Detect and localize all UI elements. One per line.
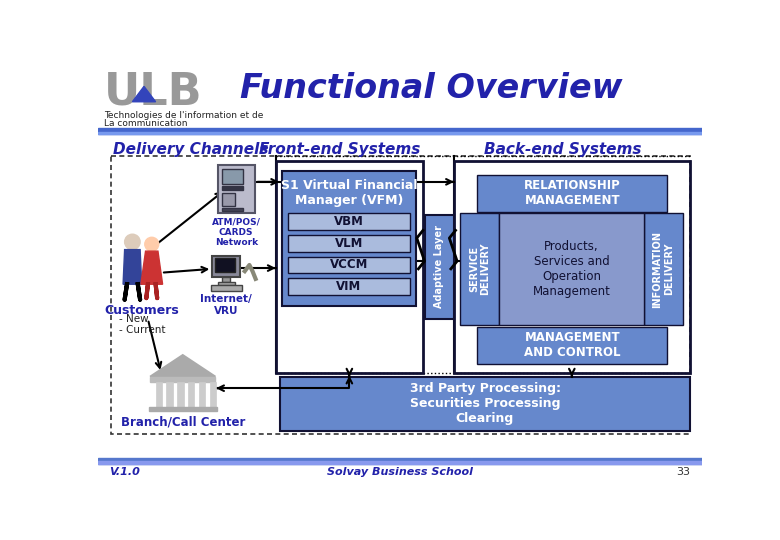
Text: Adaptive Layer: Adaptive Layer <box>434 225 445 308</box>
Bar <box>212 256 240 278</box>
Bar <box>156 382 161 407</box>
Bar <box>218 282 235 285</box>
Text: VBM: VBM <box>334 215 364 228</box>
Polygon shape <box>133 86 156 102</box>
Bar <box>477 327 667 363</box>
Text: VCCM: VCCM <box>330 259 368 272</box>
Bar <box>644 213 682 325</box>
Bar <box>288 235 410 252</box>
Text: V.1.0: V.1.0 <box>109 467 140 477</box>
Text: Technologies de l'information et de: Technologies de l'information et de <box>104 111 263 120</box>
Bar <box>199 382 205 407</box>
Bar <box>211 285 242 291</box>
Bar <box>454 161 690 373</box>
Bar <box>282 171 416 306</box>
Bar <box>424 215 454 319</box>
Text: 3rd Party Processing:
Securities Processing
Clearing: 3rd Party Processing: Securities Process… <box>410 382 561 425</box>
Text: 33: 33 <box>676 467 690 477</box>
Bar <box>222 278 230 282</box>
Bar <box>222 186 243 190</box>
Text: Products,
Services and
Operation
Management: Products, Services and Operation Managem… <box>533 240 610 298</box>
Bar <box>460 213 499 325</box>
Bar <box>149 407 217 411</box>
Bar <box>98 128 702 134</box>
Bar <box>288 256 410 273</box>
Bar <box>151 377 215 382</box>
Bar <box>222 208 243 211</box>
Bar <box>218 165 255 213</box>
Text: La communication: La communication <box>104 119 187 127</box>
Bar <box>188 382 194 407</box>
Text: ULB: ULB <box>104 71 202 114</box>
Text: Back-end Systems: Back-end Systems <box>484 142 641 157</box>
Bar <box>98 461 702 464</box>
Circle shape <box>125 234 140 249</box>
Bar <box>477 175 667 212</box>
Bar <box>222 168 243 184</box>
Text: Internet/
VRU: Internet/ VRU <box>200 294 252 316</box>
Polygon shape <box>141 251 162 284</box>
Bar <box>98 132 702 134</box>
Polygon shape <box>151 355 215 377</box>
Text: INFORMATION
DELIVERY: INFORMATION DELIVERY <box>652 231 674 308</box>
Bar <box>215 258 235 272</box>
Text: Branch/Call Center: Branch/Call Center <box>121 415 245 428</box>
Text: VLM: VLM <box>335 237 363 250</box>
Circle shape <box>145 237 158 251</box>
Bar <box>177 382 183 407</box>
Bar <box>276 161 423 373</box>
Text: VIM: VIM <box>336 280 362 293</box>
Text: ATM/POS/
CARDS
Network: ATM/POS/ CARDS Network <box>212 217 261 247</box>
Text: - New
- Current: - New - Current <box>119 314 165 335</box>
Text: Functional Overview: Functional Overview <box>239 72 622 105</box>
Bar <box>210 382 216 407</box>
Text: MANAGEMENT
AND CONTROL: MANAGEMENT AND CONTROL <box>524 331 620 359</box>
Bar <box>222 193 236 206</box>
Text: RELATIONSHIP
MANAGEMENT: RELATIONSHIP MANAGEMENT <box>524 179 621 207</box>
Text: Front-end Systems: Front-end Systems <box>260 142 420 157</box>
Polygon shape <box>123 249 142 284</box>
Bar <box>112 156 690 434</box>
Bar <box>288 278 410 295</box>
Bar <box>98 457 702 464</box>
Text: Delivery Channels: Delivery Channels <box>113 142 268 157</box>
Text: Customers: Customers <box>105 303 179 316</box>
Text: SERVICE
DELIVERY: SERVICE DELIVERY <box>469 243 491 295</box>
Text: Solvay Business School: Solvay Business School <box>327 467 473 477</box>
Bar <box>499 213 644 325</box>
Bar <box>288 213 410 231</box>
Text: S1 Virtual Financial
Manager (VFM): S1 Virtual Financial Manager (VFM) <box>281 179 417 207</box>
Bar <box>279 377 690 430</box>
Bar <box>166 382 172 407</box>
